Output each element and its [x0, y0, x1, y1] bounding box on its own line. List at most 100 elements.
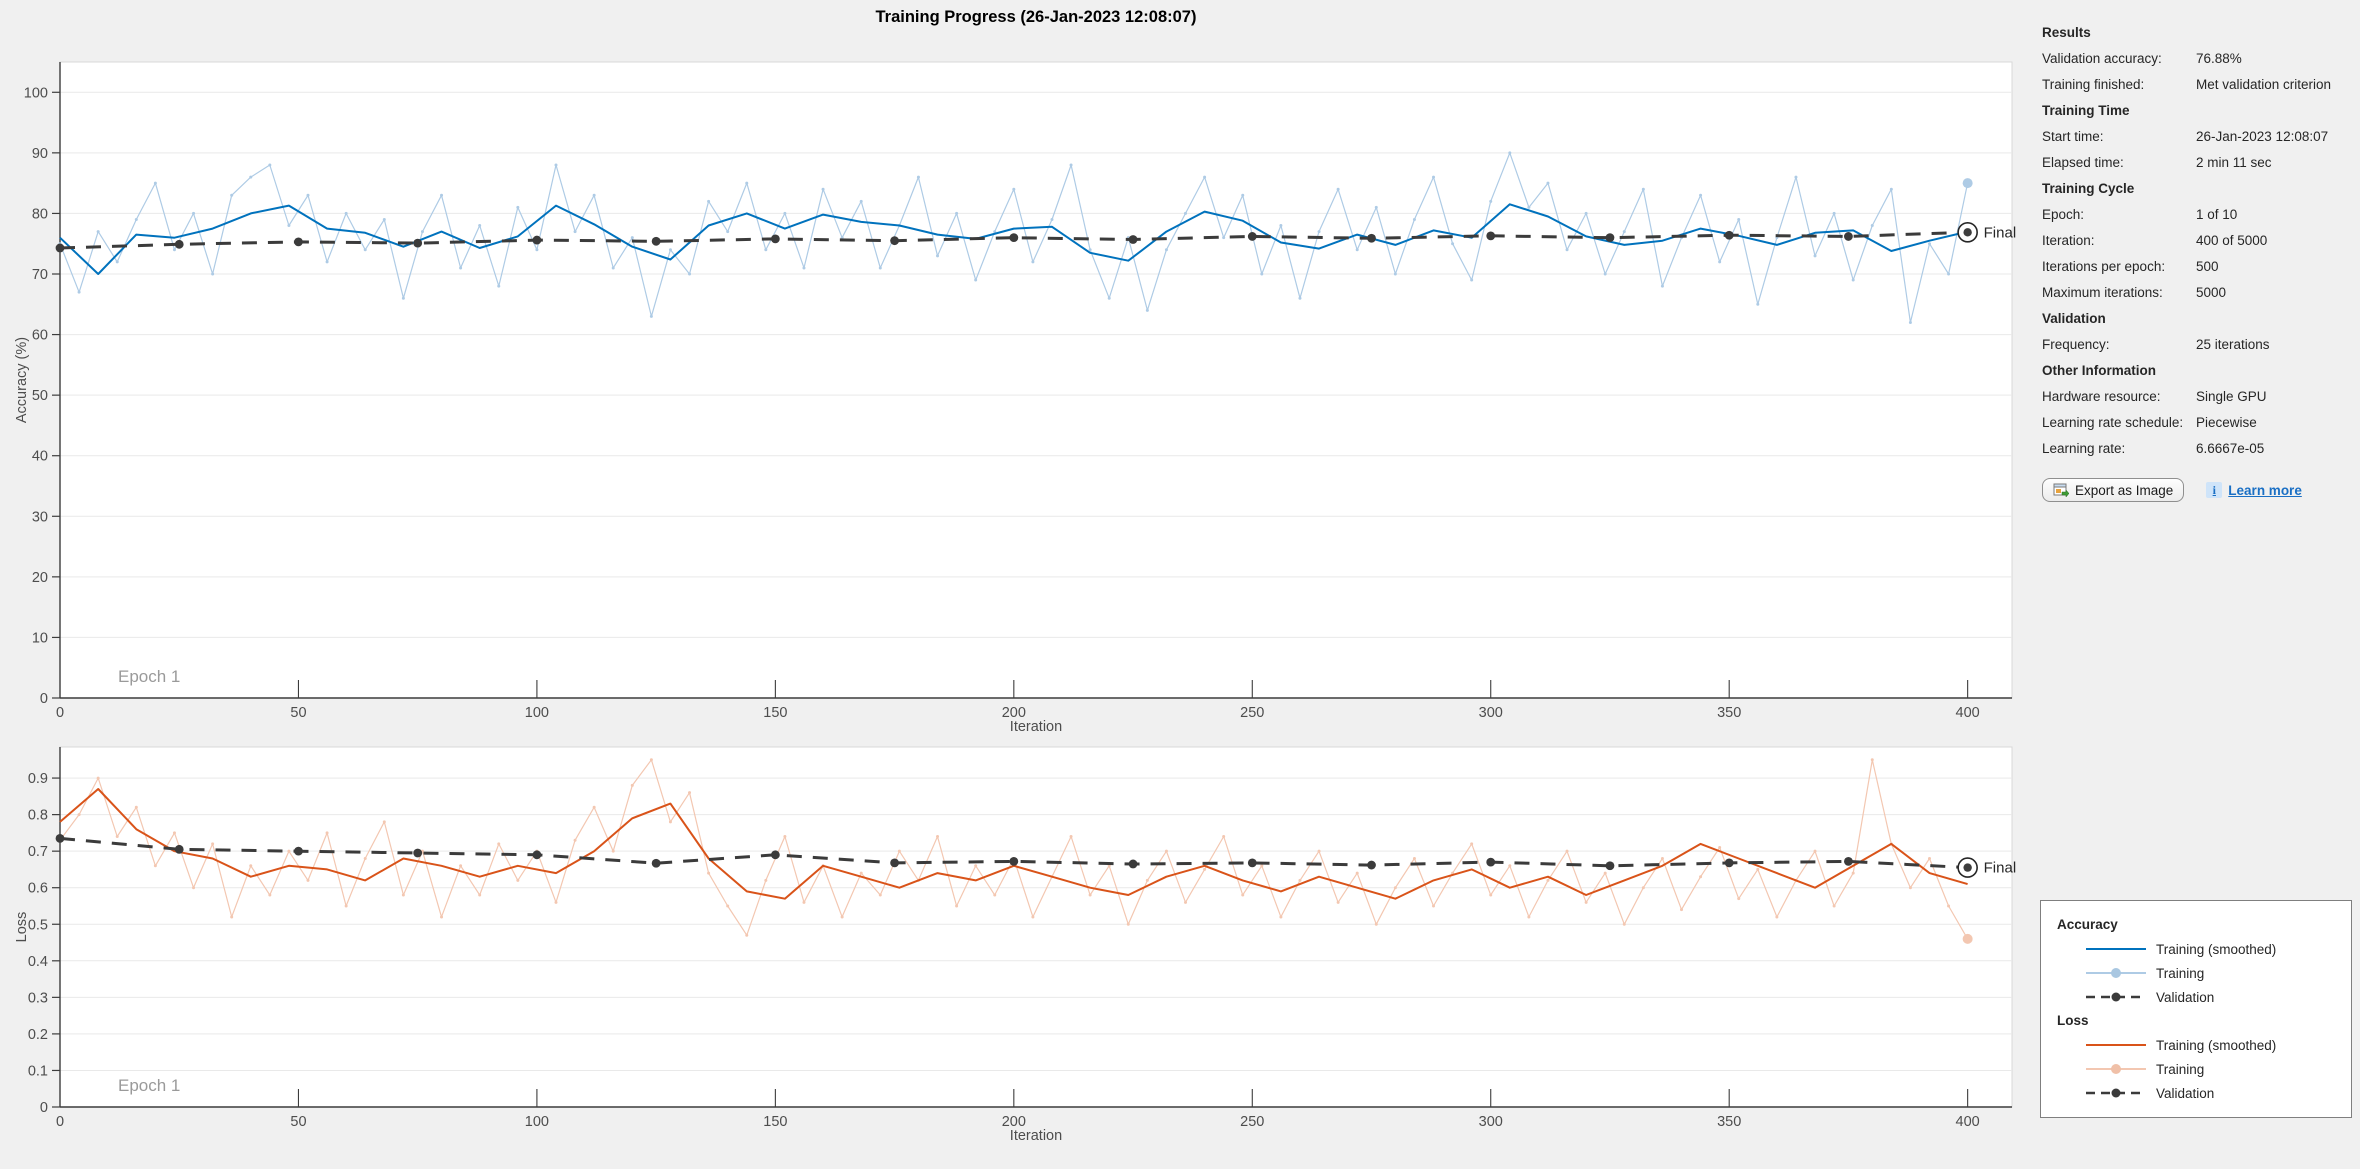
- data-point: [1050, 217, 1054, 221]
- data-point: [1107, 296, 1111, 300]
- panel-row: Iterations per epoch: 500: [2042, 254, 2354, 280]
- data-point: [726, 904, 730, 908]
- validation-marker: [532, 235, 542, 245]
- data-point: [688, 791, 692, 795]
- y-tick-label: 0: [40, 691, 48, 707]
- data-point: [211, 842, 215, 846]
- data-point: [840, 915, 844, 919]
- legend-swatch-line: [2086, 948, 2146, 950]
- panel-row-label: Epoch:: [2042, 207, 2085, 222]
- data-point: [306, 878, 310, 882]
- data-point: [1870, 224, 1874, 228]
- panel-row-value: 500: [2196, 259, 2219, 274]
- validation-marker: [1486, 857, 1496, 867]
- data-point: [1908, 320, 1912, 324]
- data-point: [1145, 308, 1149, 312]
- panel-row-value: Met validation criterion: [2196, 77, 2332, 92]
- data-point: [592, 193, 596, 197]
- data-point: [497, 842, 501, 846]
- legend-group-header: Loss: [2057, 1013, 2089, 1028]
- x-tick-label: 400: [1956, 1114, 1980, 1130]
- legend-swatch-line: [2086, 968, 2146, 978]
- data-point: [955, 211, 959, 215]
- legend-swatch-dashed-line: [2086, 1088, 2146, 1098]
- learn-more-label: Learn more: [2228, 482, 2302, 498]
- export-as-image-button[interactable]: Export as Image: [2042, 478, 2185, 502]
- panel-row-value: 6.6667e-05: [2196, 441, 2265, 456]
- data-point: [1203, 867, 1207, 871]
- x-axis-label: Iteration: [1010, 1128, 1062, 1144]
- data-point: [535, 248, 539, 252]
- data-point: [344, 211, 348, 215]
- data-point: [96, 776, 100, 780]
- validation-marker: [1247, 858, 1257, 868]
- panel-row-value: 2 min 11 sec: [2196, 155, 2272, 170]
- data-point: [1126, 922, 1130, 926]
- plot-area: [59, 61, 2013, 699]
- data-point: [573, 838, 577, 842]
- panel-section-header: Training Time: [2042, 103, 2130, 118]
- legend-item: Validation: [2041, 985, 2351, 1009]
- data-point: [1184, 211, 1188, 215]
- panel-row: Frequency: 25 iterations: [2042, 332, 2354, 358]
- legend: Accuracy Training (smoothed) Training Valid…: [2040, 900, 2352, 1118]
- series-training-smoothed-: [59, 788, 1968, 900]
- data-point: [1832, 211, 1836, 215]
- data-point: [134, 805, 138, 809]
- data-point: [554, 163, 558, 167]
- data-point: [878, 893, 882, 897]
- x-axis-label: Iteration: [1010, 719, 1062, 735]
- data-point: [897, 849, 901, 853]
- validation-marker: [890, 236, 899, 246]
- data-point: [802, 900, 806, 904]
- data-point: [1317, 849, 1321, 853]
- validation-marker: [651, 858, 661, 868]
- plot-area: [59, 746, 2013, 1108]
- y-tick-label: 0.4: [28, 954, 48, 970]
- y-tick-label: 40: [32, 449, 48, 465]
- data-point: [1336, 187, 1340, 191]
- data-point: [1546, 878, 1550, 882]
- x-tick-label: 150: [763, 1114, 787, 1130]
- data-point: [1927, 242, 1931, 246]
- validation-marker: [1128, 859, 1138, 869]
- data-point: [630, 783, 634, 787]
- data-point: [1851, 278, 1855, 282]
- panel-row-label: Learning rate schedule:: [2042, 415, 2184, 430]
- y-tick-label: 0.5: [28, 917, 48, 933]
- epoch-label: Epoch 1: [118, 667, 180, 686]
- x-tick-label: 0: [56, 1114, 64, 1130]
- validation-marker: [55, 833, 65, 843]
- data-point: [821, 187, 825, 191]
- data-point: [516, 205, 520, 209]
- data-point: [363, 856, 367, 860]
- data-point: [1737, 897, 1741, 901]
- final-label: Final: [1984, 860, 2017, 877]
- data-point: [1164, 849, 1168, 853]
- data-point: [974, 278, 978, 282]
- data-point: [1718, 260, 1722, 264]
- y-axis-label: Accuracy (%): [14, 337, 30, 423]
- validation-marker: [1486, 231, 1496, 241]
- data-point: [249, 175, 253, 179]
- data-point: [1546, 181, 1550, 185]
- data-point: [573, 230, 577, 234]
- learn-more-link[interactable]: i Learn more: [2206, 482, 2302, 498]
- y-tick-label: 0.3: [28, 990, 48, 1006]
- panel-row-value: 1 of 10: [2196, 207, 2238, 222]
- data-point: [707, 199, 711, 203]
- panel-row-value: 26-Jan-2023 12:08:07: [2196, 129, 2329, 144]
- validation-marker: [1128, 235, 1138, 244]
- data-point: [1355, 248, 1359, 252]
- legend-swatch-line: [2086, 1044, 2146, 1046]
- data-point: [1813, 849, 1817, 853]
- legend-item-label: Training (smoothed): [2156, 1037, 2277, 1053]
- data-point: [1012, 187, 1016, 191]
- panel-row-value: 5000: [2196, 285, 2227, 300]
- x-tick-label: 100: [525, 705, 549, 721]
- validation-marker: [1247, 232, 1257, 241]
- legend-item-label: Validation: [2156, 989, 2215, 1005]
- data-point: [1641, 886, 1645, 890]
- data-point: [1699, 193, 1703, 197]
- data-point: [287, 224, 291, 228]
